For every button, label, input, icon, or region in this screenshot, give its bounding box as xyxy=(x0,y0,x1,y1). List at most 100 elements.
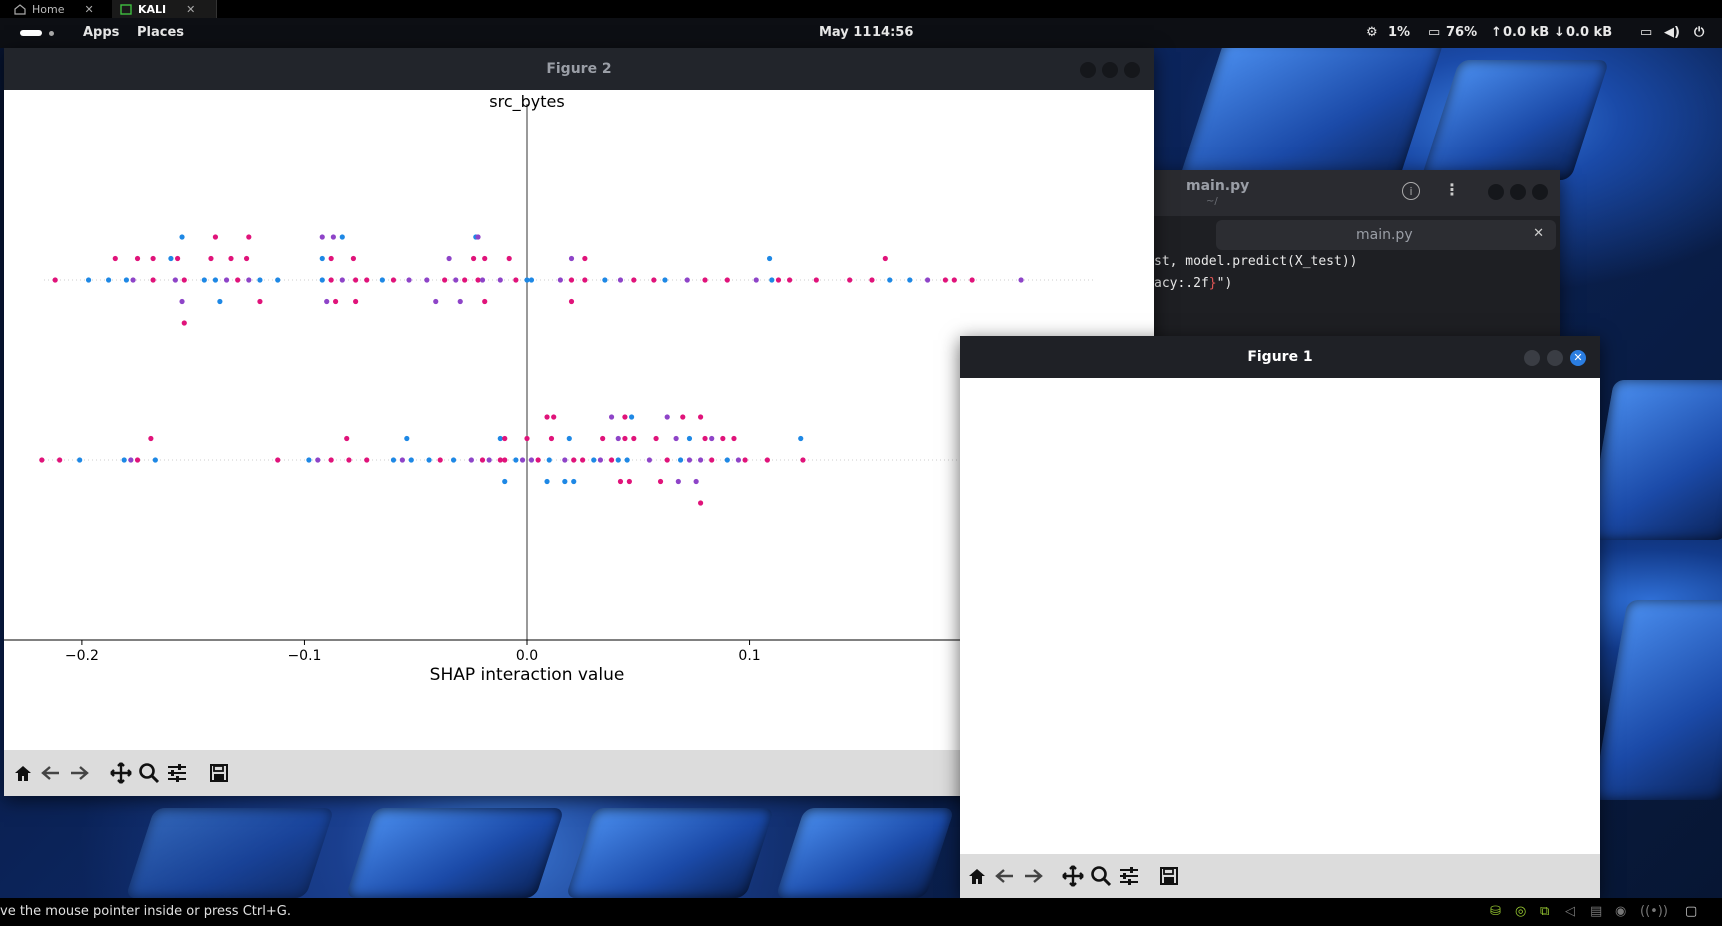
code-token: acy:.2f xyxy=(1154,276,1209,291)
close-button[interactable] xyxy=(1124,62,1140,78)
optical-drive-icon[interactable]: ◎ xyxy=(1515,904,1527,919)
scatter-point xyxy=(735,457,742,463)
scatter-point xyxy=(152,457,158,463)
figure1-canvas[interactable] xyxy=(960,378,1600,854)
scatter-point xyxy=(123,277,130,283)
home-icon[interactable] xyxy=(10,750,36,796)
close-button[interactable]: ✕ xyxy=(1570,350,1586,366)
close-icon[interactable]: ✕ xyxy=(84,2,94,16)
scatter-point xyxy=(150,255,156,262)
scatter-point xyxy=(631,277,637,283)
forward-arrow-icon[interactable] xyxy=(66,750,92,796)
chart-title: src_bytes xyxy=(489,92,564,112)
scatter-point xyxy=(528,277,535,283)
display-icon[interactable]: ▭ xyxy=(1640,25,1653,40)
scatter-point xyxy=(1018,277,1024,283)
wireless-icon[interactable]: ((•)) xyxy=(1640,904,1668,919)
info-icon[interactable]: i xyxy=(1402,182,1420,200)
forward-arrow-icon[interactable] xyxy=(1020,854,1046,898)
scatter-point xyxy=(475,234,481,240)
figure1-titlebar[interactable]: Figure 1 ✕ xyxy=(960,336,1600,378)
code-line[interactable]: acy:.2f}") xyxy=(1154,276,1232,291)
scatter-point xyxy=(52,277,58,283)
audio-icon[interactable]: ◁ xyxy=(1565,904,1575,919)
places-menu[interactable]: Places xyxy=(137,25,185,40)
scatter-point xyxy=(502,457,508,463)
scatter-point xyxy=(535,457,541,463)
save-icon[interactable] xyxy=(206,750,232,796)
scatter-point xyxy=(653,435,659,442)
power-icon[interactable]: ⏻ xyxy=(1694,25,1705,40)
scatter-point xyxy=(615,457,621,463)
shared-folder-icon[interactable]: ▤ xyxy=(1590,904,1603,919)
scatter-point xyxy=(562,478,568,485)
maximize-button[interactable] xyxy=(1102,62,1118,78)
scatter-point xyxy=(551,414,557,420)
apps-menu[interactable]: Apps xyxy=(83,25,120,40)
scatter-point xyxy=(562,457,568,463)
scatter-point xyxy=(479,457,486,463)
scatter-point xyxy=(651,277,657,283)
scatter-point xyxy=(502,478,508,485)
scatter-point xyxy=(766,255,773,262)
scatter-point xyxy=(426,457,432,463)
scatter-point xyxy=(497,435,503,442)
configure-subplots-icon[interactable] xyxy=(164,750,190,796)
scatter-point xyxy=(315,457,321,463)
usb-icon[interactable]: ◉ xyxy=(1615,904,1627,919)
clock-date[interactable]: May 11 xyxy=(819,25,872,40)
close-tab-icon[interactable]: ✕ xyxy=(1533,226,1544,241)
volume-icon[interactable]: ◀) xyxy=(1664,25,1680,40)
zoom-icon[interactable] xyxy=(136,750,162,796)
notes-icon[interactable]: ▢ xyxy=(1685,904,1698,919)
scatter-point xyxy=(482,255,488,262)
close-icon[interactable]: ✕ xyxy=(186,2,196,16)
home-icon[interactable] xyxy=(964,854,990,898)
minimize-button[interactable] xyxy=(1488,184,1504,200)
scatter-point xyxy=(106,277,112,283)
scatter-point xyxy=(675,478,681,485)
editor-tab[interactable]: main.py ✕ xyxy=(1216,220,1556,250)
network-icon[interactable]: ⧉ xyxy=(1540,904,1550,919)
scatter-point xyxy=(942,277,949,283)
scatter-point xyxy=(346,457,352,463)
code-line[interactable]: st, model.predict(X_test)) xyxy=(1154,254,1358,269)
scatter-point xyxy=(319,234,325,240)
activities-indicator[interactable] xyxy=(20,30,42,36)
scatter-point xyxy=(306,457,312,463)
wallpaper-tile xyxy=(1420,60,1610,180)
pan-icon[interactable] xyxy=(108,750,134,796)
clock-time[interactable]: 14:56 xyxy=(872,25,914,40)
zoom-icon[interactable] xyxy=(1088,854,1114,898)
scatter-point xyxy=(479,277,486,283)
pan-icon[interactable] xyxy=(1060,854,1086,898)
back-arrow-icon[interactable] xyxy=(992,854,1018,898)
scatter-point xyxy=(390,277,397,283)
scatter-point xyxy=(684,277,690,283)
save-icon[interactable] xyxy=(1156,854,1182,898)
vm-tab-kali[interactable]: KALI ✕ xyxy=(112,0,217,18)
close-button[interactable] xyxy=(1532,184,1548,200)
maximize-button[interactable] xyxy=(1510,184,1526,200)
scatter-point xyxy=(223,277,230,283)
scatter-point xyxy=(697,457,704,463)
configure-subplots-icon[interactable] xyxy=(1116,854,1142,898)
back-arrow-icon[interactable] xyxy=(38,750,64,796)
scatter-point xyxy=(622,414,628,420)
scatter-point xyxy=(442,277,448,283)
minimize-button[interactable] xyxy=(1080,62,1096,78)
minimize-button[interactable] xyxy=(1524,350,1540,366)
scatter-point xyxy=(344,435,350,442)
hard-disk-icon[interactable]: ⛁ xyxy=(1490,904,1501,919)
vm-tab-home[interactable]: Home ✕ xyxy=(6,0,119,18)
scatter-point xyxy=(208,255,214,262)
figure2-titlebar[interactable]: Figure 2 xyxy=(4,48,1154,90)
figure1-window: Figure 1 ✕ xyxy=(960,336,1600,898)
wallpaper-tile xyxy=(565,808,775,898)
maximize-button[interactable] xyxy=(1547,350,1563,366)
scatter-point xyxy=(597,457,604,463)
kebab-menu-icon[interactable]: ⋮ xyxy=(1444,180,1460,199)
vm-tab-label: KALI xyxy=(138,2,167,16)
x-tick-label: 0.1 xyxy=(738,648,760,664)
scatter-point xyxy=(475,277,481,283)
